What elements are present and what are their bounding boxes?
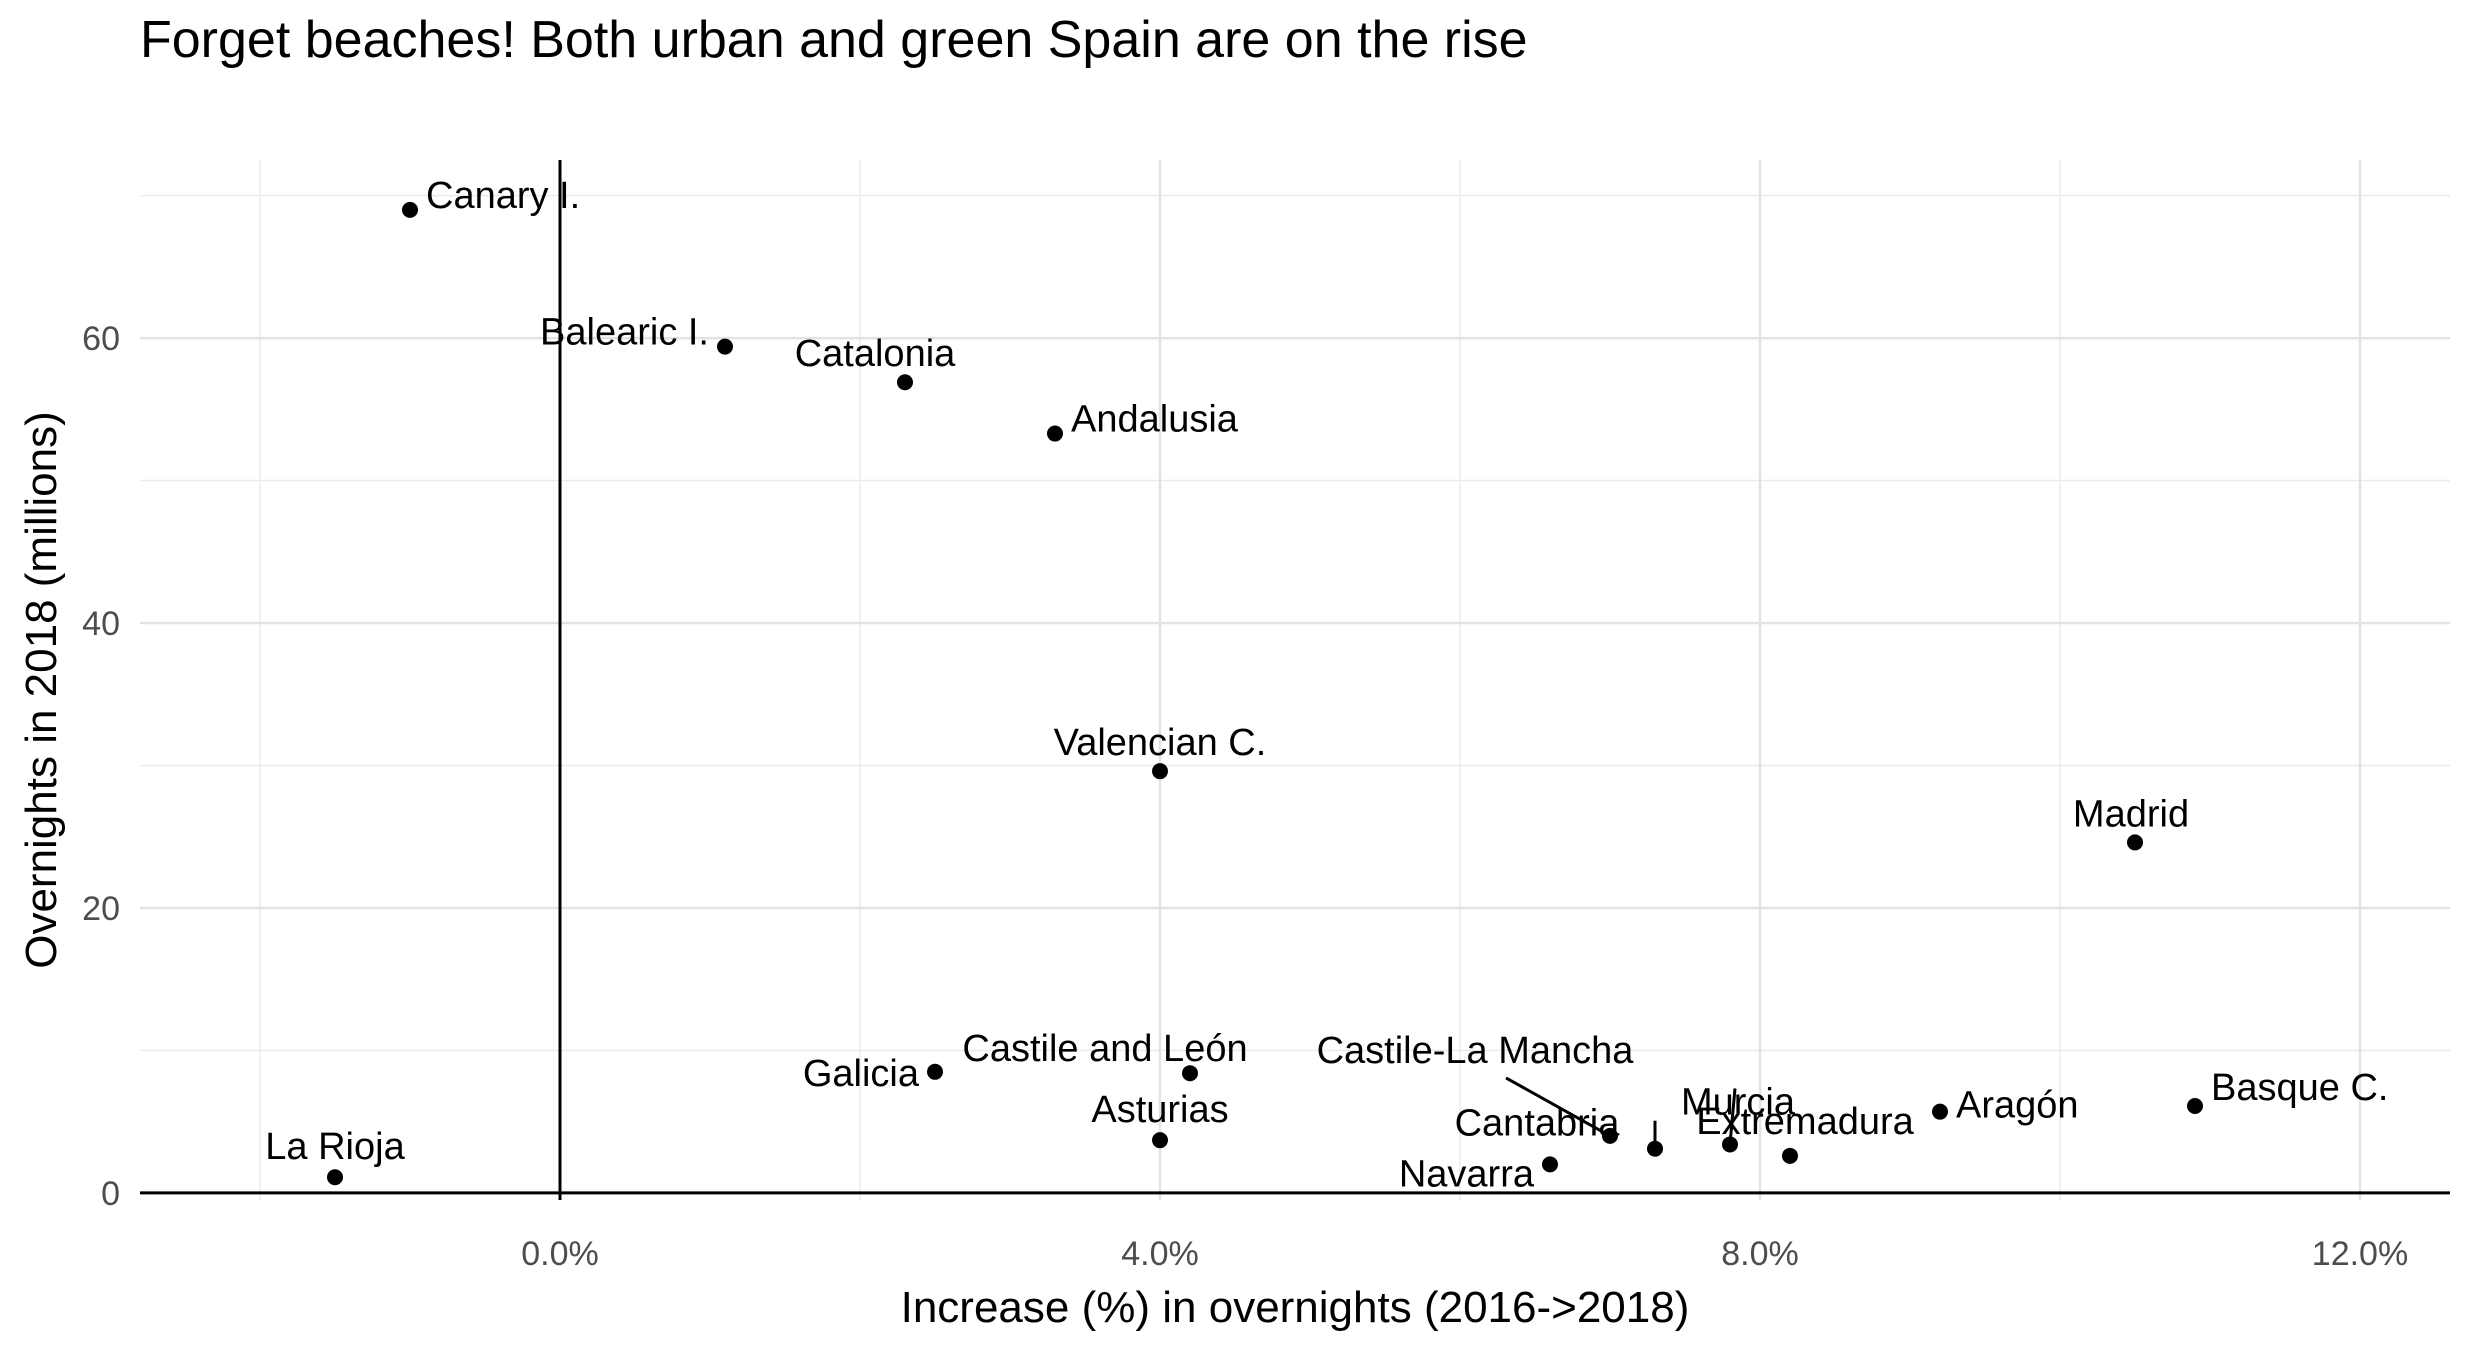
y-axis-title: Overnights in 2018 (millions) bbox=[17, 411, 66, 969]
y-tick-label: 40 bbox=[82, 605, 120, 643]
x-axis-title: Increase (%) in overnights (2016->2018) bbox=[901, 1283, 1690, 1332]
point-arag-n bbox=[1932, 1103, 1948, 1120]
reference-lines bbox=[140, 160, 2450, 1200]
point-galicia bbox=[927, 1063, 943, 1080]
point-label-la-rioja: La Rioja bbox=[265, 1126, 405, 1168]
point-label-castile-la-mancha: Castile-La Mancha bbox=[1317, 1030, 1635, 1072]
point-label-navarra: Navarra bbox=[1399, 1153, 1535, 1195]
x-tick-label: 8.0% bbox=[1721, 1235, 1799, 1273]
y-tick-label: 20 bbox=[82, 890, 120, 928]
point-extremadura bbox=[1782, 1147, 1798, 1164]
point-madrid bbox=[2127, 834, 2143, 851]
x-tick-label: 0.0% bbox=[521, 1235, 599, 1273]
point-label-catalonia: Catalonia bbox=[795, 333, 956, 375]
point-label-arag-n: Aragón bbox=[1956, 1085, 2079, 1127]
point-catalonia bbox=[897, 374, 913, 391]
point-basque-c bbox=[2187, 1097, 2203, 1114]
grid bbox=[140, 160, 2450, 1200]
point-la-rioja bbox=[327, 1169, 343, 1186]
point-canary-i bbox=[402, 201, 418, 218]
point-label-cantabria: Cantabria bbox=[1455, 1103, 1621, 1145]
x-tick-label: 4.0% bbox=[1121, 1235, 1199, 1273]
point-label-asturias: Asturias bbox=[1091, 1089, 1228, 1131]
chart-title: Forget beaches! Both urban and green Spa… bbox=[140, 11, 1528, 69]
leader-line-castile-la-mancha bbox=[1505, 1076, 1611, 1138]
point-castile-la-mancha bbox=[1602, 1127, 1618, 1144]
point-label-castile-and-le-n: Castile and León bbox=[962, 1028, 1247, 1070]
point-label-galicia: Galicia bbox=[803, 1053, 920, 1095]
point-asturias bbox=[1152, 1132, 1168, 1149]
point-label-andalusia: Andalusia bbox=[1071, 399, 1239, 441]
point-labels: Canary I. Balearic I. Catalonia Andalusia Va… bbox=[265, 175, 2388, 1196]
point-label-balearic-i: Balearic I. bbox=[540, 312, 709, 354]
y-tick-label: 0 bbox=[101, 1175, 120, 1213]
point-label-murcia: Murcia bbox=[1681, 1081, 1796, 1123]
point-valencian-c bbox=[1152, 763, 1168, 780]
axis-ticks: 0.0% 4.0% 8.0% 12.0% 0 20 40 60 bbox=[82, 320, 2408, 1273]
point-balearic-i bbox=[717, 338, 733, 355]
point-label-valencian-c: Valencian C. bbox=[1054, 722, 1267, 764]
y-tick-label: 60 bbox=[82, 320, 120, 358]
x-tick-label: 12.0% bbox=[2312, 1235, 2408, 1273]
leader-line-murcia bbox=[1728, 1088, 1737, 1145]
point-navarra bbox=[1542, 1156, 1558, 1173]
point-label-madrid: Madrid bbox=[2073, 793, 2189, 835]
point-label-extremadura: Extremadura bbox=[1696, 1101, 1914, 1143]
point-murcia bbox=[1722, 1136, 1738, 1153]
point-label-basque-c: Basque C. bbox=[2211, 1067, 2388, 1109]
data-points bbox=[327, 201, 2203, 1186]
point-andalusia bbox=[1047, 425, 1063, 442]
point-label-canary-i: Canary I. bbox=[426, 175, 580, 217]
point-cantabria bbox=[1647, 1140, 1663, 1157]
point-castile-and-le-n bbox=[1182, 1065, 1198, 1082]
